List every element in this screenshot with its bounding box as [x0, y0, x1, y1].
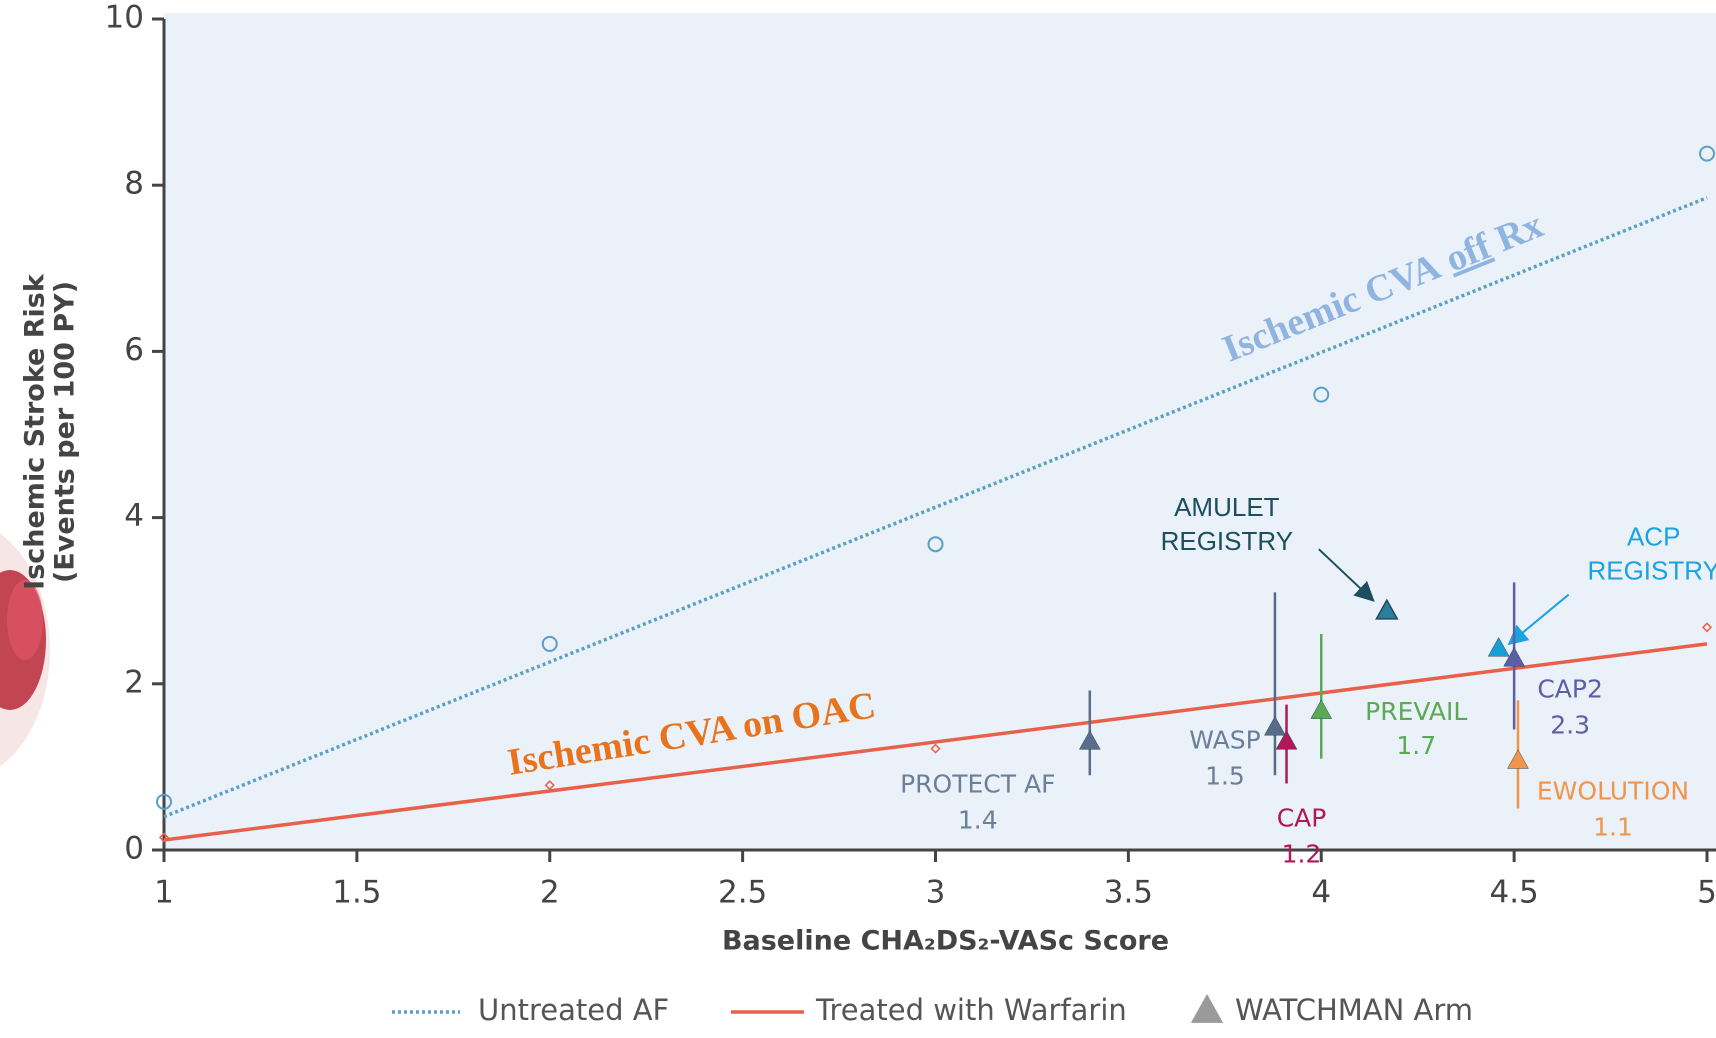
y-tick-label: 8 [124, 166, 144, 202]
chart: 0 2 4 6 8 10 1 1.5 2 2.5 3 3.5 4 4.5 5 Baseline CHA₂DS₂… [0, 0, 1716, 1038]
trial-rate: 1.1 [1593, 813, 1633, 842]
trial-label: PROTECT AF [900, 770, 1055, 799]
x-tick-label: 5 [1697, 875, 1716, 911]
legend-swatch [1191, 994, 1223, 1023]
trial-rate: 1.4 [958, 806, 998, 835]
y-tick-label: 10 [105, 0, 144, 36]
x-tick-label: 2.5 [718, 875, 767, 911]
trial-rate: 1.7 [1396, 731, 1436, 760]
y-axis-label: Ischemic Stroke Risk [20, 273, 51, 590]
x-tick-label: 2 [540, 875, 560, 911]
trial-label: ACP [1627, 521, 1680, 551]
y-axis-label: (Events per 100 PY) [50, 281, 81, 583]
legend-label: Treated with Warfarin [815, 993, 1127, 1027]
trial-label: PREVAIL [1365, 697, 1467, 726]
trial-label: EWOLUTION [1537, 777, 1689, 806]
x-tick-label: 4 [1311, 875, 1331, 911]
x-tick-label: 3 [926, 875, 946, 911]
trial-rate: 2.3 [1550, 711, 1590, 740]
legend-label: WATCHMAN Arm [1235, 993, 1473, 1027]
y-tick-label: 0 [124, 831, 144, 867]
trial-label: REGISTRY [1587, 555, 1716, 585]
x-tick-label: 4.5 [1489, 875, 1538, 911]
legend-label: Untreated AF [478, 993, 669, 1027]
trial-rate: 1.5 [1205, 762, 1245, 791]
trial-label: CAP [1277, 804, 1327, 833]
trial-label: CAP2 [1537, 675, 1603, 704]
trial-label: AMULET [1174, 492, 1280, 522]
y-tick-label: 6 [124, 332, 144, 368]
x-tick-label: 3.5 [1104, 875, 1153, 911]
y-tick-label: 2 [124, 664, 144, 700]
trial-label: REGISTRY [1161, 526, 1293, 556]
plot-background [164, 13, 1716, 850]
trial-rate: 1.2 [1282, 840, 1322, 869]
trial-label: WASP [1189, 726, 1260, 755]
legend: Untreated AF Treated with Warfarin WATCHMA… [392, 993, 1473, 1027]
x-axis-label: Baseline CHA₂DS₂-VASc Score [722, 926, 1169, 957]
y-tick-label: 4 [124, 498, 144, 534]
x-tick-label: 1.5 [332, 875, 381, 911]
x-tick-label: 1 [154, 875, 174, 911]
